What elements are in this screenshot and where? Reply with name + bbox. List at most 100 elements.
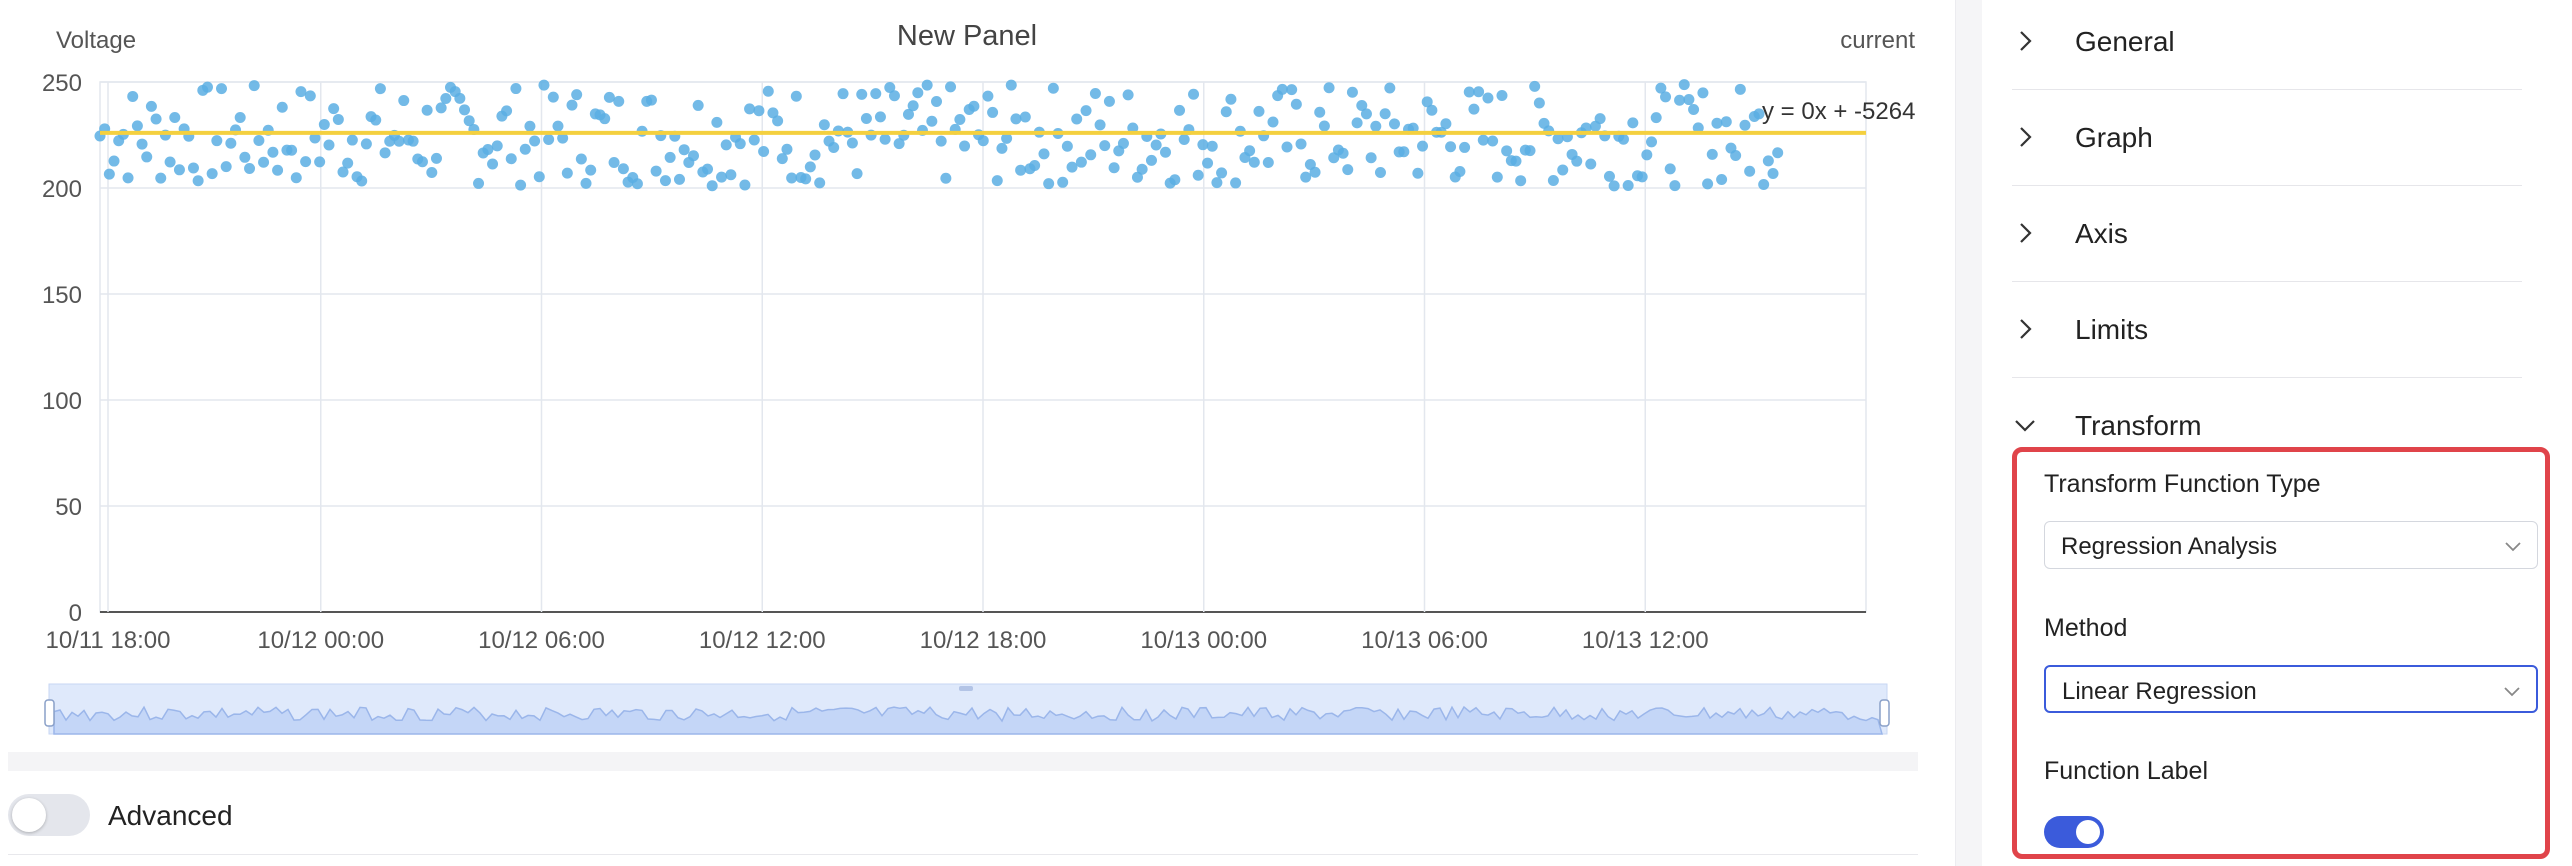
data-point xyxy=(645,94,657,106)
data-point xyxy=(1122,89,1134,101)
data-point xyxy=(786,172,798,184)
data-point xyxy=(758,146,770,158)
data-point xyxy=(136,138,148,150)
section-divider xyxy=(2012,185,2522,186)
data-point xyxy=(617,163,629,175)
section-title: General xyxy=(2075,26,2175,57)
data-point xyxy=(557,132,569,144)
data-point xyxy=(533,171,545,183)
data-point xyxy=(1136,163,1148,175)
y-tick-label: 250 xyxy=(42,70,82,97)
navigator-handle-left[interactable] xyxy=(44,699,55,727)
data-point xyxy=(169,112,181,124)
time-navigator[interactable] xyxy=(44,683,1890,735)
data-point xyxy=(1557,164,1569,176)
data-point xyxy=(571,89,583,101)
data-point xyxy=(1491,171,1503,183)
data-point xyxy=(1094,119,1106,131)
navigator-sparkline xyxy=(53,705,1883,735)
section-limits[interactable]: Limits xyxy=(2012,304,2522,400)
data-point xyxy=(1370,120,1382,132)
data-point xyxy=(1281,141,1293,153)
data-point xyxy=(692,99,704,111)
data-point xyxy=(1150,139,1162,151)
data-point xyxy=(561,167,573,179)
data-point xyxy=(767,107,779,119)
section-transform[interactable]: Transform xyxy=(2012,400,2522,496)
data-point xyxy=(1374,166,1386,178)
data-point xyxy=(225,137,237,149)
transform-function-type-select[interactable]: Regression Analysis xyxy=(2044,521,2538,569)
data-point xyxy=(1085,149,1097,161)
method-select[interactable]: Linear Regression xyxy=(2044,665,2538,713)
data-point xyxy=(1188,88,1200,100)
function-label-toggle[interactable] xyxy=(2044,816,2104,848)
data-point xyxy=(211,135,223,147)
data-point xyxy=(720,139,732,151)
data-point xyxy=(416,156,428,168)
data-point xyxy=(860,113,872,125)
data-point xyxy=(1038,148,1050,160)
data-point xyxy=(430,152,442,164)
navigator-handle-right[interactable] xyxy=(1879,699,1890,727)
y-tick-label: 200 xyxy=(42,176,82,203)
data-point xyxy=(393,135,405,147)
data-point xyxy=(187,162,199,174)
chart-footer-band xyxy=(8,752,1918,771)
section-graph[interactable]: Graph xyxy=(2012,112,2522,208)
data-point xyxy=(1552,133,1564,145)
data-point xyxy=(1716,173,1728,185)
data-point xyxy=(1290,98,1302,110)
navigator-grip[interactable] xyxy=(959,686,973,691)
data-point xyxy=(893,138,905,150)
data-point xyxy=(1001,132,1013,144)
data-point xyxy=(1131,171,1143,183)
data-point xyxy=(744,103,756,115)
data-point xyxy=(907,100,919,112)
chevron-right-icon xyxy=(2020,223,2032,243)
data-point xyxy=(1660,91,1672,103)
data-point xyxy=(818,119,830,131)
data-point xyxy=(987,106,999,118)
data-point xyxy=(613,95,625,107)
data-point xyxy=(1678,79,1690,91)
data-point xyxy=(1019,111,1031,123)
data-point xyxy=(426,166,438,178)
data-point xyxy=(1384,82,1396,94)
data-point xyxy=(1697,87,1709,99)
data-point xyxy=(234,112,246,124)
regression-label: y = 0x + -5264 xyxy=(1762,98,1915,125)
data-point xyxy=(1580,122,1592,134)
data-point xyxy=(846,137,858,149)
data-points xyxy=(94,79,1784,192)
pane-splitter[interactable] xyxy=(1955,0,1983,866)
x-tick-label: 10/13 06:00 xyxy=(1361,627,1488,654)
section-axis[interactable]: Axis xyxy=(2012,208,2522,304)
data-point xyxy=(131,120,143,132)
data-point xyxy=(1169,174,1181,186)
data-point xyxy=(1160,146,1172,158)
data-point xyxy=(1211,177,1223,189)
data-point xyxy=(945,81,957,93)
data-point xyxy=(1398,146,1410,158)
data-point xyxy=(664,151,676,163)
data-point xyxy=(814,177,826,189)
data-point xyxy=(1108,162,1120,174)
data-point xyxy=(1426,104,1438,116)
advanced-toggle[interactable] xyxy=(8,794,90,836)
data-point xyxy=(314,156,326,168)
section-general[interactable]: General xyxy=(2012,16,2522,112)
chevron-right-icon xyxy=(2020,127,2032,147)
data-point xyxy=(103,168,115,180)
scatter-chart[interactable]: New Panel Voltage current 0 50 100 150 200 25… xyxy=(0,0,1930,760)
data-point xyxy=(1702,178,1714,190)
x-tick-label: 10/13 00:00 xyxy=(1140,627,1267,654)
data-point xyxy=(300,156,312,168)
data-point xyxy=(1262,156,1274,168)
data-point xyxy=(1688,103,1700,115)
data-point xyxy=(543,133,555,145)
data-point xyxy=(164,156,176,168)
data-point xyxy=(959,140,971,152)
data-point xyxy=(748,134,760,146)
data-point xyxy=(1762,155,1774,167)
